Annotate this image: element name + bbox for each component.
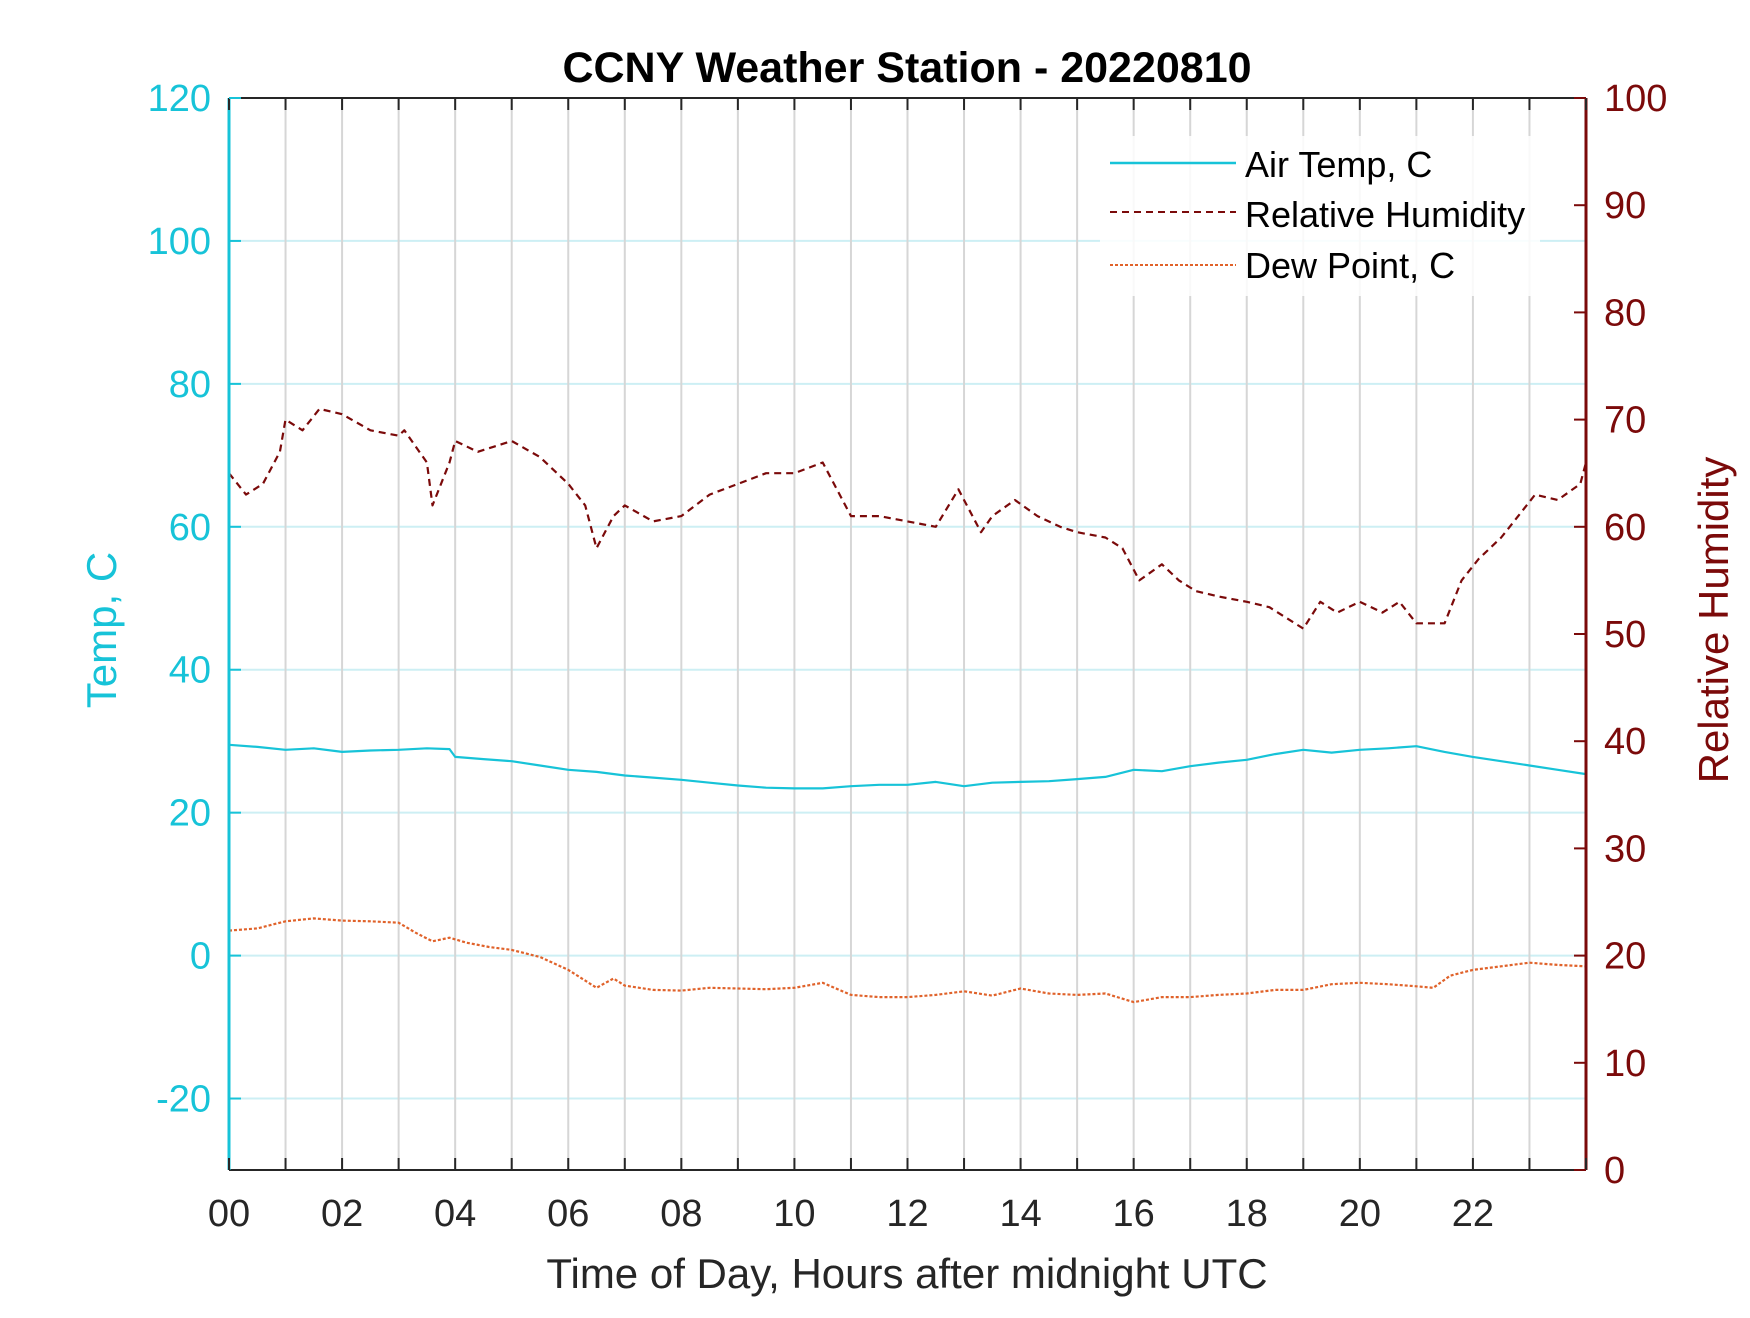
y-tick-label-right: 60	[1604, 507, 1646, 549]
chart-title: CCNY Weather Station - 20220810	[562, 44, 1251, 92]
y-tick-label-left: 0	[190, 936, 211, 978]
legend-item-relative-humidity: Relative Humidity	[1110, 194, 1525, 235]
x-tick-label: 16	[1113, 1193, 1155, 1235]
x-tick-label: 06	[547, 1193, 589, 1235]
y-tick-label-left: 80	[169, 364, 211, 406]
grid-layer	[228, 97, 1587, 1170]
series-line-relative-humidity	[228, 407, 1588, 630]
y-tick-label-right: 50	[1604, 614, 1646, 656]
y-tick-label-left: 120	[148, 78, 211, 120]
x-tick-label: 04	[434, 1193, 476, 1235]
x-tick-label: 22	[1452, 1193, 1494, 1235]
series-line-air-temp-c	[228, 743, 1587, 790]
y-tick-label-left: 40	[169, 650, 211, 692]
axes-layer: 00 02 04 06 08 10 12 14 16 18 20 22-200204060801001…	[148, 78, 1668, 1235]
y-tick-label-left: 100	[148, 221, 211, 263]
y-tick-label-right: 40	[1604, 721, 1646, 763]
series-line-dew-point-c	[228, 917, 1587, 1004]
y-tick-label-right: 0	[1604, 1150, 1625, 1192]
legend: Air Temp, C Relative Humidity Dew Point,…	[1100, 136, 1540, 296]
y-tick-label-right: 90	[1604, 185, 1646, 227]
x-tick-label: 00	[208, 1193, 250, 1235]
y-axis-label-right: Relative Humidity	[1690, 457, 1737, 784]
y-tick-label-left: -20	[156, 1079, 211, 1121]
legend-label-dew-point: Dew Point, C	[1245, 245, 1455, 286]
x-tick-label: 02	[321, 1193, 363, 1235]
y-axis-label-left: Temp, C	[78, 552, 125, 708]
x-tick-label: 10	[773, 1193, 815, 1235]
y-tick-label-right: 10	[1604, 1043, 1646, 1085]
x-tick-label: 14	[999, 1193, 1041, 1235]
y-tick-label-left: 20	[169, 793, 211, 835]
y-tick-label-right: 30	[1604, 828, 1646, 870]
x-tick-label: 12	[886, 1193, 928, 1235]
y-tick-label-right: 70	[1604, 400, 1646, 442]
legend-label-air-temp: Air Temp, C	[1245, 144, 1432, 185]
series-layer	[228, 407, 1588, 1004]
legend-label-relative-humidity: Relative Humidity	[1245, 194, 1525, 235]
x-axis-label: Time of Day, Hours after midnight UTC	[546, 1250, 1267, 1297]
y-tick-label-left: 60	[169, 507, 211, 549]
y-tick-label-right: 20	[1604, 936, 1646, 978]
legend-item-air-temp: Air Temp, C	[1110, 144, 1432, 185]
x-tick-label: 20	[1339, 1193, 1381, 1235]
legend-item-dew-point: Dew Point, C	[1110, 245, 1455, 286]
y-tick-label-right: 100	[1604, 78, 1667, 120]
y-tick-label-right: 80	[1604, 292, 1646, 334]
x-tick-label: 08	[660, 1193, 702, 1235]
x-tick-label: 18	[1226, 1193, 1268, 1235]
